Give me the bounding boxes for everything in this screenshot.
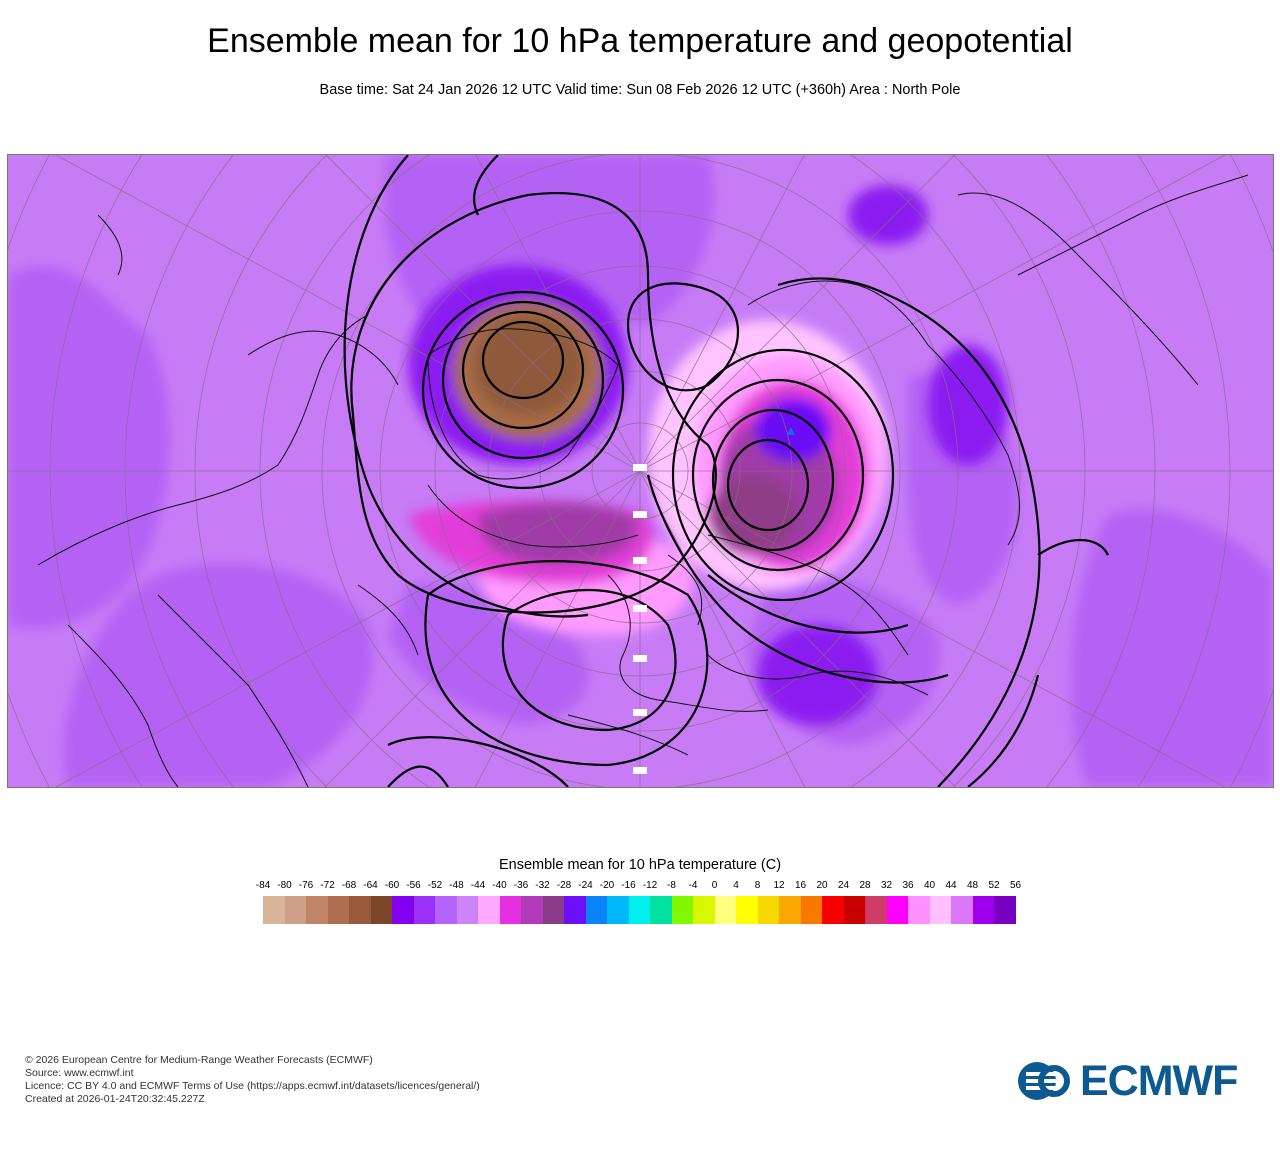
legend-tick-label: -48 xyxy=(449,880,464,891)
legend-tick-label: 8 xyxy=(754,880,761,891)
legend-tick-label: 12 xyxy=(773,880,785,891)
legend-tick-label: 0 xyxy=(711,880,718,891)
legend-tick-label: -12 xyxy=(642,880,658,891)
ecmwf-logo-text: ECMWF xyxy=(1080,1056,1238,1105)
credit-created: Created at 2026-01-24T20:32:45.227Z xyxy=(25,1093,205,1105)
legend-tick-label: -52 xyxy=(427,880,443,891)
legend-swatch xyxy=(886,896,908,924)
legend-swatch xyxy=(908,896,930,924)
legend-swatch xyxy=(972,896,994,924)
cold-vortex xyxy=(408,185,1008,725)
legend-swatch xyxy=(714,896,736,924)
legend-swatch xyxy=(693,896,715,924)
chart-subtitle: Base time: Sat 24 Jan 2026 12 UTC Valid … xyxy=(319,82,961,98)
legend-tick-label: -40 xyxy=(492,880,507,891)
legend-tick-label: -32 xyxy=(535,880,550,891)
legend-swatch xyxy=(392,896,414,924)
legend-swatch xyxy=(284,896,306,924)
credit-source: Source: www.ecmwf.int xyxy=(25,1067,134,1079)
cold-spot xyxy=(787,427,795,435)
legend-swatch xyxy=(800,896,822,924)
legend-tick-label: 48 xyxy=(966,880,979,891)
legend-swatch xyxy=(306,896,328,924)
legend-swatch xyxy=(994,896,1016,924)
legend-tick-label: 4 xyxy=(733,880,739,891)
legend-swatch xyxy=(349,896,371,924)
legend-swatch xyxy=(757,896,779,924)
geopotential-contours xyxy=(343,155,1109,787)
legend-tick-label: 40 xyxy=(923,880,936,891)
legend-swatch xyxy=(413,896,435,924)
credit-copyright: © 2026 European Centre for Medium-Range … xyxy=(25,1054,373,1066)
legend-tick-label: -84 xyxy=(255,880,271,891)
coastlines xyxy=(37,174,1249,787)
legend-swatch xyxy=(499,896,521,924)
legend-color-bar xyxy=(263,896,1016,924)
legend-tick-label: -56 xyxy=(406,880,421,891)
legend-swatch xyxy=(843,896,865,924)
legend-tick-label: -72 xyxy=(320,880,335,891)
legend-tick-label: 16 xyxy=(794,880,807,891)
legend-swatch xyxy=(435,896,457,924)
legend-tick-label: -80 xyxy=(277,880,292,891)
legend-tick-label: -36 xyxy=(513,880,529,891)
legend-tick-label: -20 xyxy=(599,880,615,891)
credit-licence: Licence: CC BY 4.0 and ECMWF Terms of Us… xyxy=(25,1080,480,1092)
legend-swatch xyxy=(671,896,693,924)
legend-tick-label: 36 xyxy=(902,880,914,891)
legend-tick-label: -28 xyxy=(556,880,572,891)
legend-tick-label: -64 xyxy=(363,880,378,891)
legend-tick-label: 28 xyxy=(859,880,871,891)
polar-map xyxy=(7,154,1274,788)
graticule xyxy=(8,155,1273,787)
legend-swatch xyxy=(263,896,285,924)
legend-swatch xyxy=(478,896,500,924)
legend-tick-label: 20 xyxy=(816,880,828,891)
legend-tick-label: 52 xyxy=(988,880,1000,891)
legend-swatch xyxy=(650,896,672,924)
legend-swatch xyxy=(327,896,349,924)
legend-tick-label: -8 xyxy=(667,880,676,891)
legend-tick-label: 32 xyxy=(880,880,893,891)
legend-swatch xyxy=(628,896,650,924)
legend-tick-labels: -84 -80 -76 -72 -68 -64 -60 -56 -52 -48 -44 -40 -36-… xyxy=(0,880,1280,894)
legend-tick-label: -16 xyxy=(621,880,636,891)
legend-tick-label: 56 xyxy=(1009,880,1022,891)
legend-swatch xyxy=(822,896,844,924)
legend-swatch xyxy=(456,896,478,924)
legend-tick-label: 24 xyxy=(837,880,850,891)
legend-swatch xyxy=(736,896,758,924)
legend-title: Ensemble mean for 10 hPa temperature (C) xyxy=(498,857,782,873)
legend-tick-label: -4 xyxy=(688,880,698,891)
legend-swatch xyxy=(564,896,586,924)
legend-swatch xyxy=(370,896,392,924)
legend-tick-label: -68 xyxy=(341,880,357,891)
legend-swatch xyxy=(865,896,887,924)
legend-swatch xyxy=(542,896,564,924)
legend-swatch xyxy=(585,896,607,924)
legend-tick-label: -60 xyxy=(384,880,400,891)
legend-swatch xyxy=(951,896,973,924)
legend-swatch xyxy=(929,896,951,924)
credits: © 2026 European Centre for Medium-Range … xyxy=(25,1054,480,1106)
legend-swatch xyxy=(607,896,629,924)
ecmwf-logo-icon xyxy=(1018,1062,1072,1100)
legend-swatch xyxy=(779,896,801,924)
chart-title: Ensemble mean for 10 hPa temperature and… xyxy=(207,22,1073,60)
legend-swatch xyxy=(521,896,543,924)
ecmwf-logo: ECMWF xyxy=(1016,1056,1256,1105)
legend-tick-label: -76 xyxy=(298,880,314,891)
legend-tick-label: -44 xyxy=(470,880,486,891)
map-canvas xyxy=(8,155,1273,787)
legend-tick-label: -24 xyxy=(578,880,593,891)
latitude-labels xyxy=(633,464,647,774)
legend-tick-label: 44 xyxy=(945,880,957,891)
